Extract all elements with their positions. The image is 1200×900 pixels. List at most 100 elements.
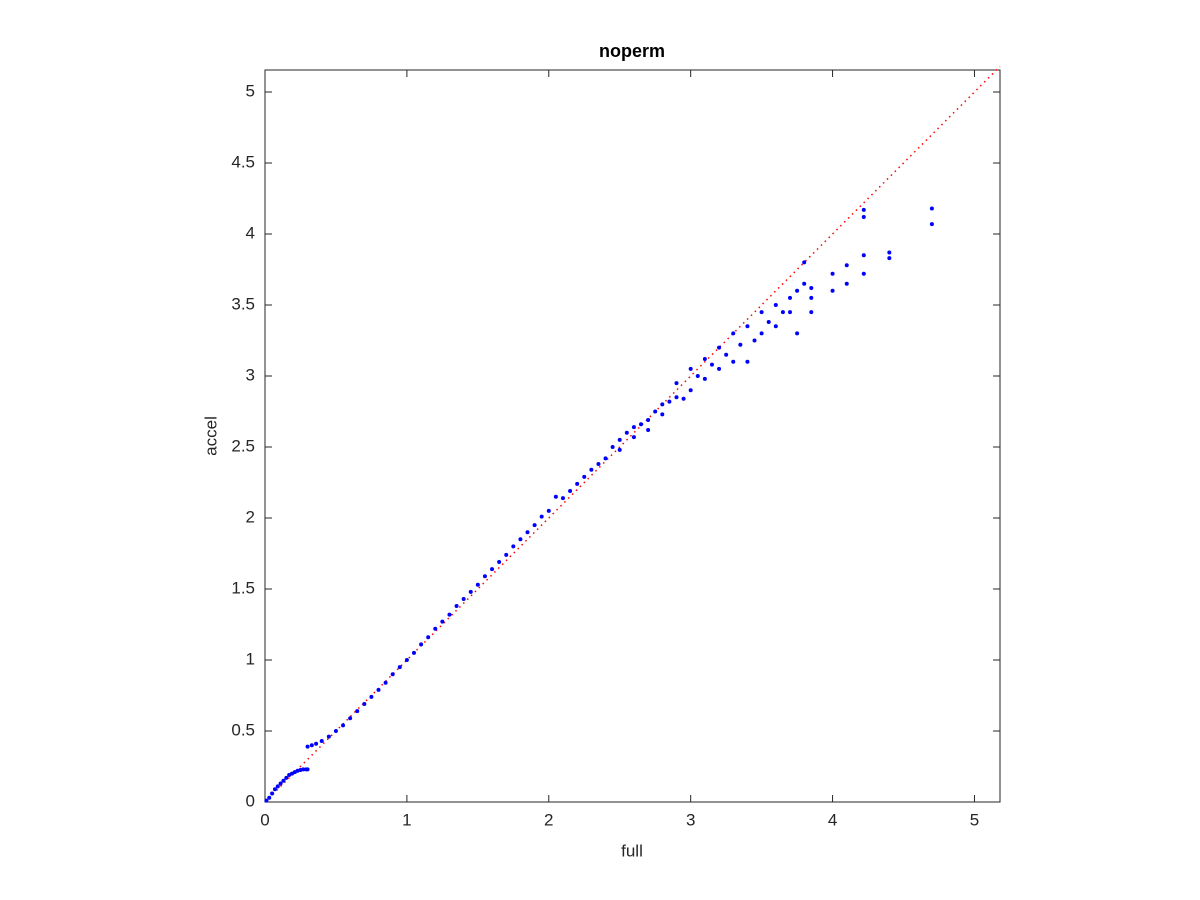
point [861, 207, 866, 212]
x-tick-label: 3 [686, 810, 695, 829]
point [844, 281, 849, 286]
point [426, 635, 431, 640]
point [631, 435, 636, 440]
y-tick-label: 5 [246, 81, 255, 100]
x-tick-label: 5 [970, 810, 979, 829]
point [660, 402, 665, 407]
point [314, 741, 319, 746]
point [326, 734, 331, 739]
y-tick-label: 2 [246, 507, 255, 526]
y-tick-label: 0 [246, 791, 255, 810]
y-tick-label: 3.5 [231, 294, 255, 313]
point [887, 256, 892, 261]
point [433, 626, 438, 631]
reference-line [264, 65, 1001, 803]
point [546, 508, 551, 513]
point [610, 445, 615, 450]
point [844, 263, 849, 268]
point [532, 523, 537, 528]
y-tick-label: 4.5 [231, 152, 255, 171]
point [660, 412, 665, 417]
point [731, 359, 736, 364]
x-tick-label: 1 [402, 810, 411, 829]
point [454, 604, 459, 609]
x-tick-label: 4 [828, 810, 837, 829]
point [575, 481, 580, 486]
chart-title: noperm [599, 41, 665, 61]
point [624, 430, 629, 435]
point [603, 456, 608, 461]
point [511, 544, 516, 549]
point [284, 775, 289, 780]
point [333, 729, 338, 734]
point [759, 310, 764, 315]
point [646, 418, 651, 423]
point [674, 381, 679, 386]
point [929, 222, 934, 227]
point [518, 537, 523, 542]
y-tick-label: 2.5 [231, 436, 255, 455]
point [802, 260, 807, 265]
point [504, 552, 509, 557]
x-axis-label: full [621, 841, 643, 860]
point [348, 716, 353, 721]
point [674, 395, 679, 400]
point [275, 784, 280, 789]
point [475, 582, 480, 587]
point [724, 352, 729, 357]
point [731, 331, 736, 336]
point [788, 295, 792, 300]
point [695, 374, 700, 379]
point [553, 494, 558, 499]
point [272, 787, 277, 792]
point [646, 427, 651, 432]
point [582, 474, 587, 479]
y-axis-label: accel [201, 416, 220, 456]
point [596, 462, 601, 467]
point [688, 388, 693, 393]
y-tick-label: 3 [246, 365, 255, 384]
point [766, 320, 771, 325]
point [773, 303, 778, 308]
point [490, 567, 495, 572]
point [688, 366, 693, 371]
point [411, 650, 416, 655]
point [447, 612, 452, 617]
point [497, 560, 502, 565]
point [589, 467, 594, 472]
point [717, 366, 722, 371]
point [301, 767, 306, 772]
point [341, 723, 346, 728]
y-tick-label: 1.5 [231, 578, 255, 597]
point [568, 489, 573, 494]
point [482, 574, 487, 579]
point [795, 288, 800, 293]
point [802, 281, 807, 286]
point [617, 447, 622, 452]
point [404, 658, 409, 663]
point [861, 253, 866, 258]
point [270, 791, 275, 796]
x-tick-label: 0 [260, 810, 269, 829]
point [788, 310, 792, 315]
point [281, 778, 286, 783]
point [702, 356, 707, 361]
point [309, 743, 314, 748]
point [639, 422, 644, 427]
x-tick-label: 2 [544, 810, 553, 829]
point [773, 324, 778, 329]
y-tick-label: 0.5 [231, 720, 255, 739]
point [468, 589, 473, 594]
point [861, 214, 866, 219]
point [809, 310, 814, 315]
point [440, 619, 445, 624]
point [887, 250, 892, 255]
point [631, 425, 636, 430]
point [709, 362, 714, 367]
y-tick-label: 4 [246, 223, 255, 242]
point [667, 399, 672, 404]
point [780, 310, 785, 315]
point [461, 596, 466, 601]
point [752, 338, 757, 343]
